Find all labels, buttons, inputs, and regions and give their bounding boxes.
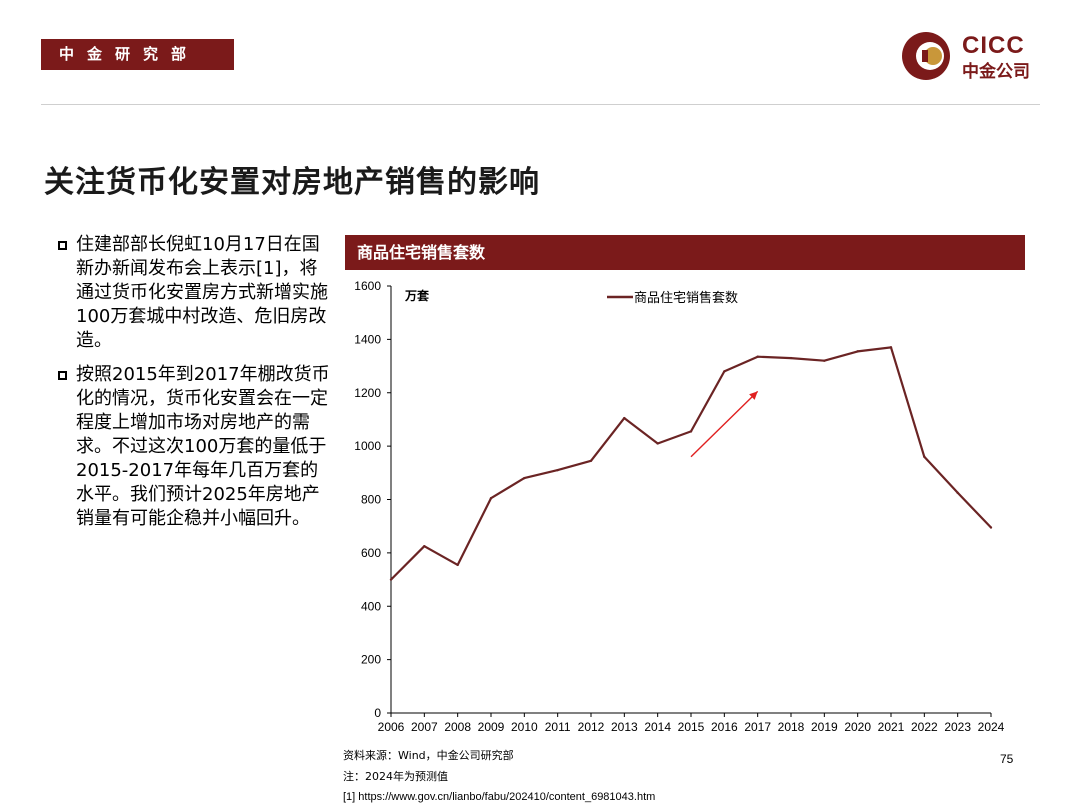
x-tick-label: 2015	[678, 720, 705, 734]
x-tick-label: 2009	[478, 720, 505, 734]
data-point	[723, 370, 726, 373]
x-tick-label: 2010	[511, 720, 538, 734]
y-tick-label: 1400	[354, 332, 381, 346]
x-tick-label: 2013	[611, 720, 638, 734]
data-point	[756, 355, 759, 358]
footnotes: 资料来源：Wind，中金公司研究部 注：2024年为预测值 [1] https:…	[343, 745, 655, 808]
x-tick-label: 2007	[411, 720, 438, 734]
series-line	[390, 346, 992, 581]
logo-text-en: CICC	[962, 32, 1025, 59]
x-axis-ticks: 2006 2007 2008 2009 2010 2011 2012 2013 2014 2015…	[378, 713, 1005, 734]
data-point	[523, 476, 526, 480]
trend-arrow-line	[690, 390, 759, 458]
annotations	[690, 390, 759, 458]
page-number: 75	[1000, 752, 1014, 766]
legend: 商品住宅销售套数	[607, 290, 738, 306]
data-point	[456, 563, 459, 567]
bullet-list: 住建部部长倪虹10月17日在国新办新闻发布会上表示[1]，将通过货币化安置房方式…	[56, 233, 334, 541]
cicc-logo: CICC 中金公司	[900, 30, 1045, 82]
x-tick-label: 2011	[545, 720, 571, 734]
y-tick-label: 0	[374, 706, 381, 720]
y-tick-label: 600	[361, 546, 381, 560]
data-point	[689, 430, 693, 433]
forecast-note: 注：2024年为预测值	[343, 770, 448, 783]
x-tick-label: 2021	[878, 720, 905, 734]
data-point	[989, 526, 993, 529]
bullet-item: 按照2015年到2017年棚改货币化的情况，货币化安置会在一定程度上增加市场对房…	[56, 363, 334, 531]
data-point	[856, 350, 859, 353]
data-point	[956, 491, 959, 495]
page-title: 关注货币化安置对房地产销售的影响	[44, 165, 540, 200]
data-point	[556, 468, 559, 472]
x-tick-label: 2023	[944, 720, 971, 734]
x-tick-label: 2014	[644, 720, 671, 734]
department-badge: 中金研究部	[41, 39, 234, 70]
data-point	[489, 496, 493, 500]
x-tick-label: 2012	[578, 720, 605, 734]
y-tick-label: 800	[361, 493, 381, 507]
x-tick-label: 2024	[978, 720, 1005, 734]
series-group	[389, 346, 993, 581]
x-tick-label: 2019	[811, 720, 838, 734]
chart-axes	[390, 286, 991, 714]
x-tick-label: 2006	[378, 720, 405, 734]
x-tick-label: 2016	[711, 720, 738, 734]
legend-label: 商品住宅销售套数	[634, 290, 738, 306]
logo-text-cn: 中金公司	[962, 62, 1030, 82]
x-tick-label: 2020	[844, 720, 871, 734]
square-bullet-icon	[58, 241, 67, 250]
cicc-logo-icon	[902, 32, 950, 80]
data-point	[589, 459, 593, 463]
data-point	[623, 416, 626, 420]
reference-link[interactable]: [1] https://www.gov.cn/lianbo/fabu/20241…	[343, 791, 656, 803]
header-divider	[41, 104, 1040, 105]
data-point	[389, 578, 393, 581]
data-point	[656, 442, 659, 445]
data-point	[423, 545, 426, 548]
data-point	[889, 346, 893, 349]
x-tick-label: 2008	[444, 720, 471, 734]
y-tick-label: 200	[361, 653, 381, 667]
y-tick-label: 1200	[354, 386, 381, 400]
y-unit-label: 万套	[404, 288, 430, 303]
data-point	[789, 356, 793, 360]
bullet-text: 住建部部长倪虹10月17日在国新办新闻发布会上表示[1]，将通过货币化安置房方式…	[76, 234, 328, 351]
y-tick-label: 1000	[354, 439, 381, 453]
bullet-item: 住建部部长倪虹10月17日在国新办新闻发布会上表示[1]，将通过货币化安置房方式…	[56, 233, 334, 353]
bullet-text: 按照2015年到2017年棚改货币化的情况，货币化安置会在一定程度上增加市场对房…	[76, 364, 330, 529]
x-tick-label: 2022	[911, 720, 938, 734]
y-tick-label: 1600	[354, 279, 381, 293]
data-point	[823, 359, 826, 362]
data-point	[923, 455, 926, 458]
source-note: 资料来源：Wind，中金公司研究部	[343, 749, 514, 762]
y-axis-ticks: 0 200 400 600 800 1000 1200 1400 1600	[354, 279, 391, 720]
square-bullet-icon	[58, 371, 67, 380]
chart-header: 商品住宅销售套数	[345, 235, 1025, 270]
trend-arrow-head	[749, 391, 758, 400]
y-tick-label: 400	[361, 599, 381, 613]
x-tick-label: 2017	[744, 720, 771, 734]
x-tick-label: 2018	[778, 720, 805, 734]
